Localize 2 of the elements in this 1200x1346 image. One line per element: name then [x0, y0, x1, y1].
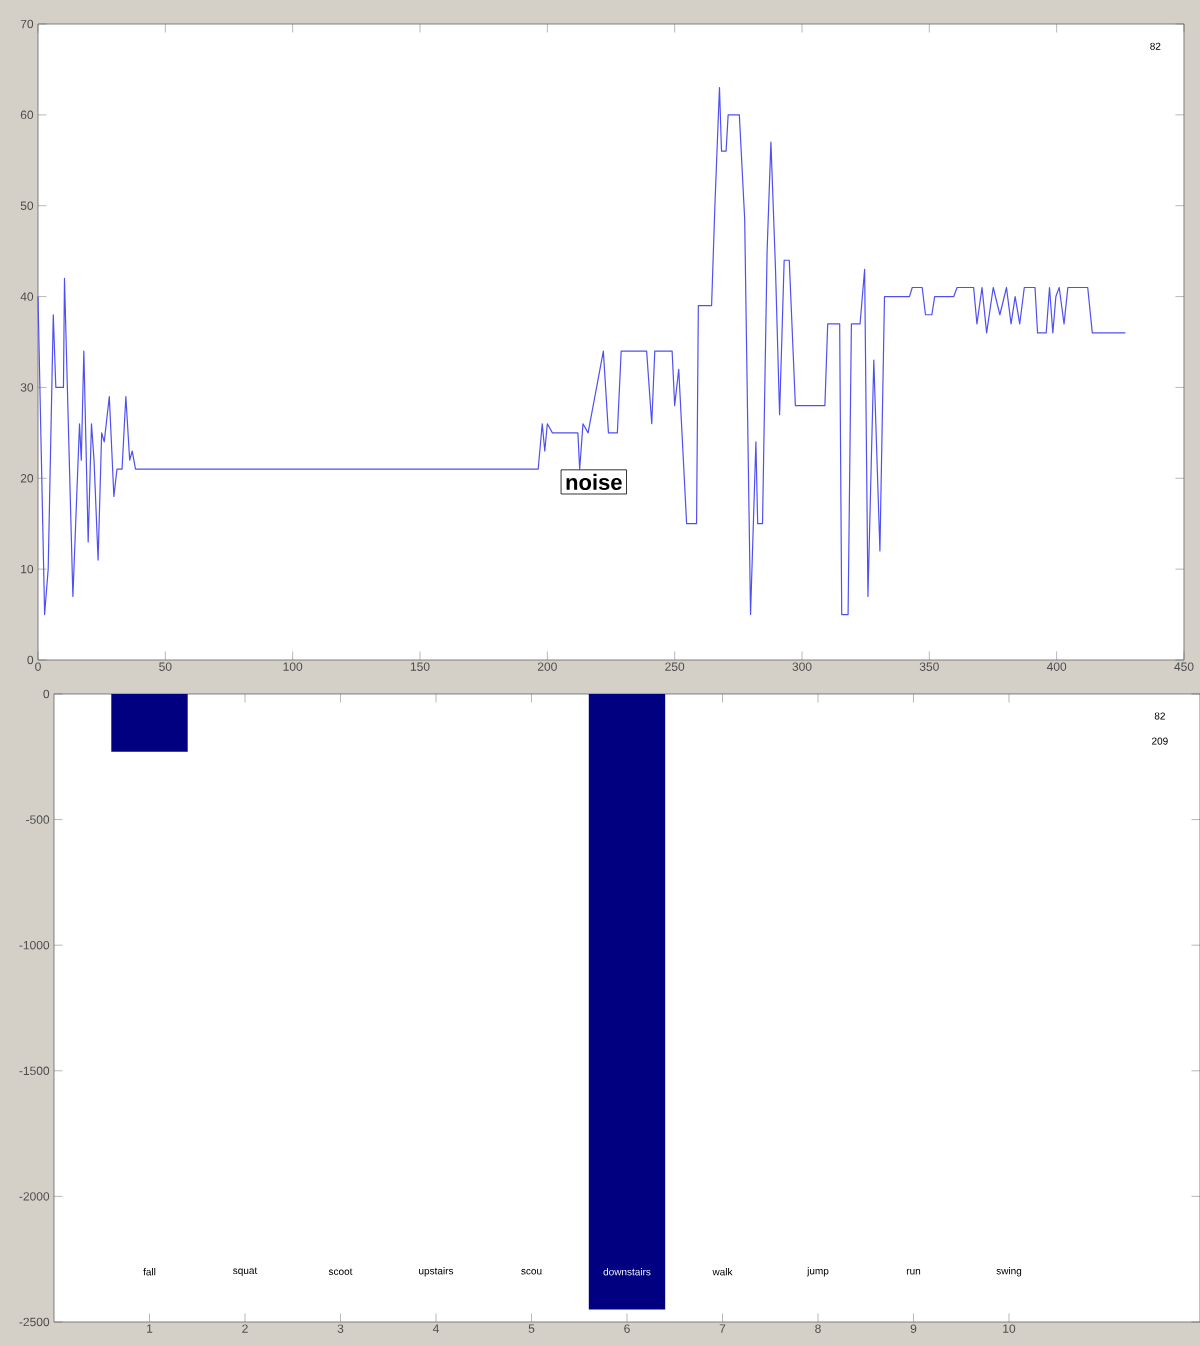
annotation: noise [566, 473, 622, 490]
line-series [37, 87, 1126, 616]
